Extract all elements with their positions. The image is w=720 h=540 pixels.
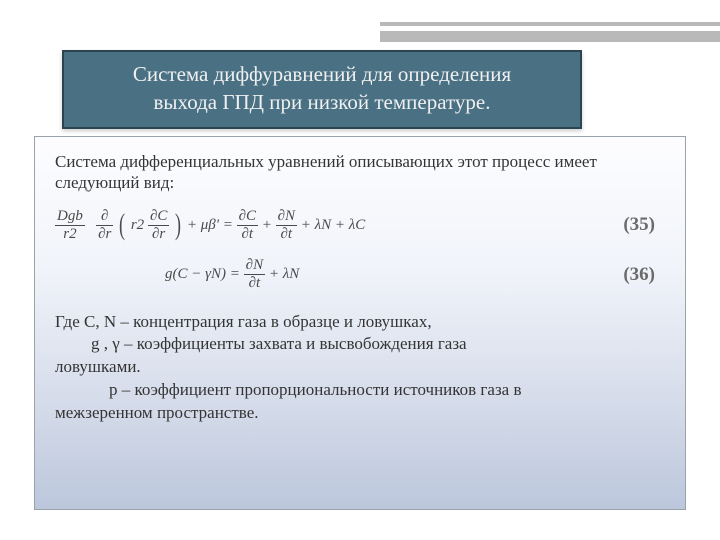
lparen-icon: (: [119, 208, 125, 243]
eq36-frac-den: ∂t: [244, 274, 265, 292]
eq35-frac3-den: ∂r: [148, 225, 169, 243]
eq36-lhs: g(C − γN) =: [165, 266, 240, 282]
rparen-icon: ): [175, 208, 181, 243]
decor-top-bars: [380, 22, 720, 42]
eq35-frac2-num: ∂: [96, 208, 113, 225]
title-box: Система диффуравнений для определения вы…: [62, 50, 582, 129]
intro-text: Система дифференциальных уравнений описы…: [55, 151, 665, 194]
content-box: Система дифференциальных уравнений описы…: [34, 136, 686, 510]
title-line-1: Система диффуравнений для определения: [82, 60, 562, 88]
equation-36-label: (36): [299, 264, 665, 286]
equation-36-row: g(C − γN) = ∂N ∂t + λN (36): [55, 257, 665, 293]
decor-bar-thick: [380, 31, 720, 42]
equation-35-row: Dgb r2 ∂ ∂r ( r2 ∂C ∂r ) + μβ' = ∂C ∂t +…: [55, 208, 665, 244]
where-line-2a: g , γ – коэффициенты захвата и высвобожд…: [55, 333, 665, 356]
eq35-frac4-den: ∂t: [237, 225, 258, 243]
equation-35-label: (35): [365, 214, 665, 236]
eq35-mu: + μβ' =: [187, 217, 233, 233]
where-block: Где C, N – концентрация газа в образце и…: [55, 311, 665, 426]
equation-35: Dgb r2 ∂ ∂r ( r2 ∂C ∂r ) + μβ' = ∂C ∂t +…: [55, 208, 365, 244]
where-line-3b: межзеренном пространстве.: [55, 403, 259, 422]
eq35-r2: r2: [131, 217, 144, 233]
equation-36: g(C − γN) = ∂N ∂t + λN: [55, 257, 299, 293]
eq35-frac3-num: ∂C: [148, 208, 169, 225]
eq35-plus1: +: [262, 217, 272, 233]
eq35-frac5-num: ∂N: [276, 208, 297, 225]
title-line-2: выхода ГПД при низкой температуре.: [82, 88, 562, 116]
eq35-tail: + λN + λC: [301, 217, 366, 233]
where-line-3a: p – коэффициент пропорциональности источ…: [55, 379, 665, 402]
eq35-frac5-den: ∂t: [276, 225, 297, 243]
eq35-frac1-num: Dgb: [55, 208, 85, 225]
eq36-tail: + λN: [269, 266, 299, 282]
where-line-2b: ловушками.: [55, 357, 141, 376]
decor-bar-thin: [380, 22, 720, 26]
eq35-frac2-den: ∂r: [96, 225, 113, 243]
where-line-1: Где C, N – концентрация газа в образце и…: [55, 312, 432, 331]
eq35-frac4-num: ∂C: [237, 208, 258, 225]
eq35-frac1-den: r2: [55, 225, 85, 243]
eq36-frac-num: ∂N: [244, 257, 265, 274]
